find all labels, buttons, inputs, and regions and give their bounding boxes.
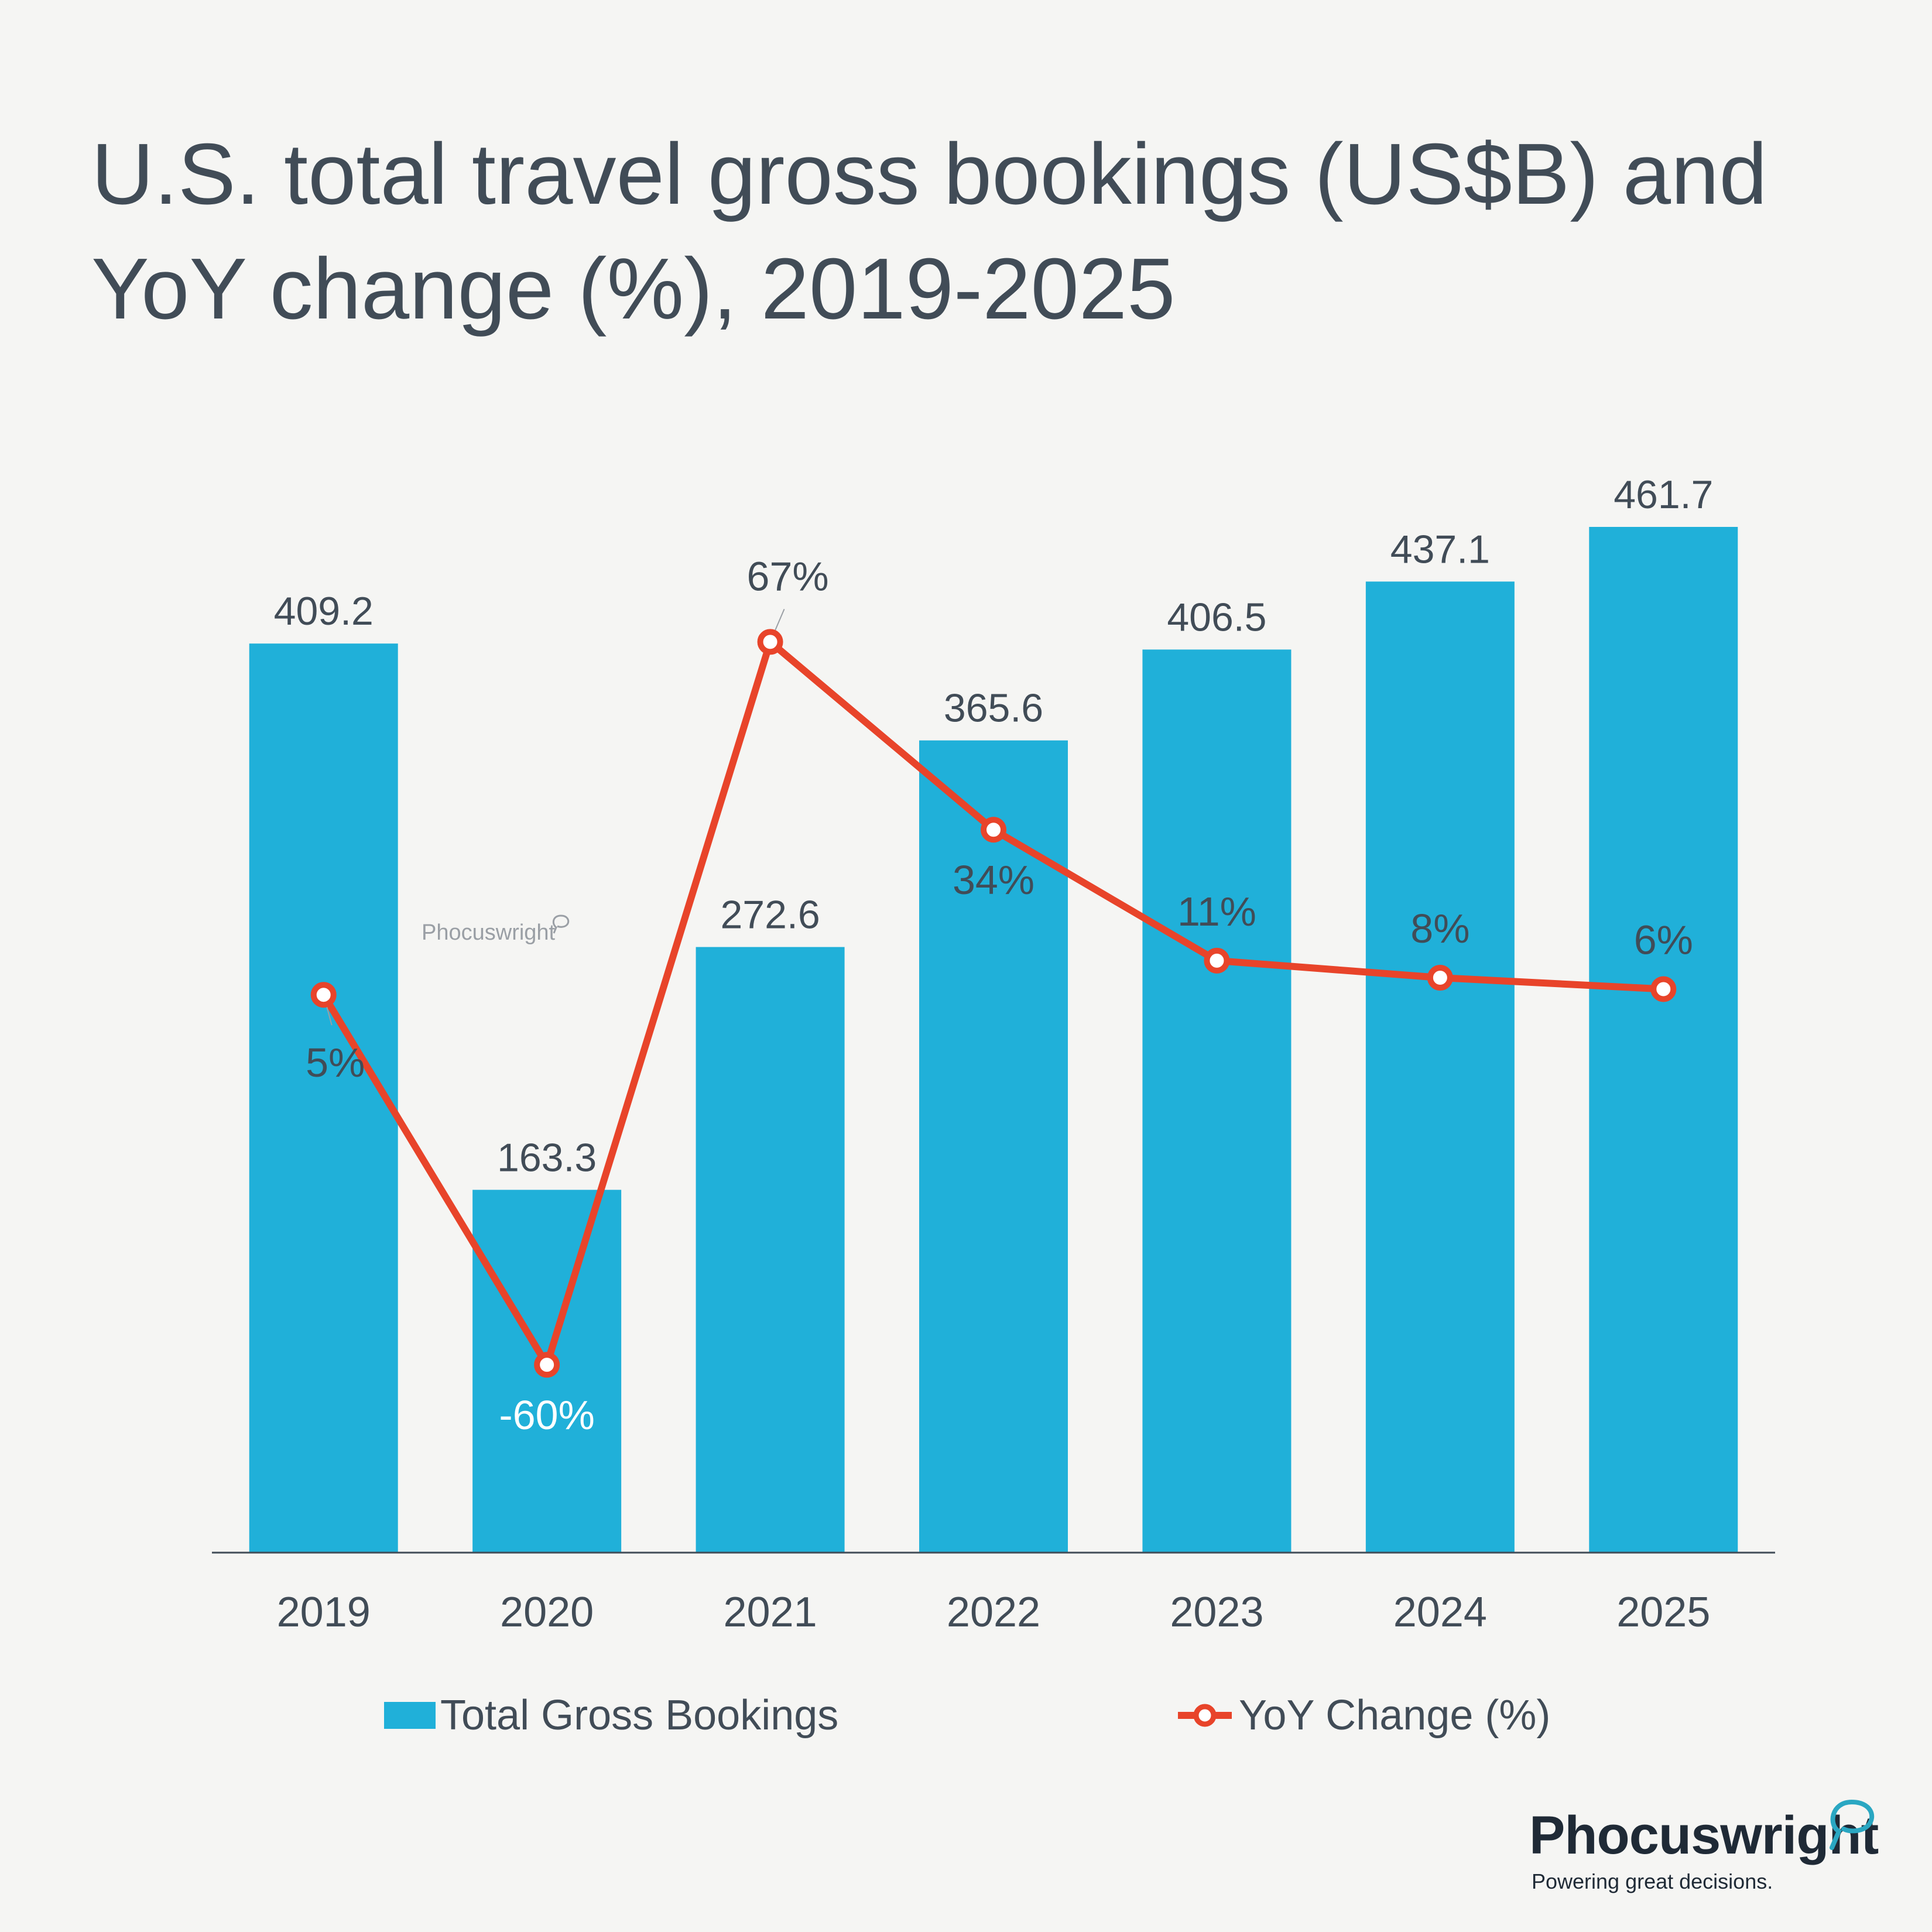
x-tick-label-2023: 2023 [1170,1589,1263,1636]
legend-label-yoy: YoY Change (%) [1239,1692,1551,1739]
bar-2022 [919,740,1068,1553]
x-tick-label-2022: 2022 [947,1589,1040,1636]
yoy-value-label-2023: 11% [1177,889,1256,934]
yoy-point-2024 [1427,965,1453,991]
legend-bar-swatch [384,1702,436,1729]
legend-item-bookings: Total Gross Bookings [384,1692,838,1739]
yoy-point-2020 [534,1352,560,1378]
bar-2023 [1142,649,1292,1553]
bar-2021 [696,947,845,1553]
bar-value-label-2022: 365.6 [944,686,1043,731]
brand-speech-bubble-icon [1830,1799,1875,1850]
x-tick-label-2020: 2020 [500,1589,594,1636]
bar-labels-layer: 409.2 163.3 272.6 365.6 406.5 437.1 461.7 [274,472,1714,1180]
yoy-point-2023 [1204,947,1230,974]
yoy-value-label-2020: -60% [499,1392,594,1438]
bar-value-label-2020: 163.3 [497,1135,597,1180]
bar-value-label-2021: 272.6 [720,893,820,937]
bar-2019 [249,643,398,1553]
x-tick-label-2019: 2019 [277,1589,371,1636]
yoy-value-label-2025: 6% [1634,917,1693,962]
bar-value-label-2019: 409.2 [274,589,374,633]
legend-item-yoy: YoY Change (%) [1177,1692,1550,1739]
bar-value-label-2025: 461.7 [1614,472,1713,517]
bars-layer [249,527,1738,1553]
bar-2025 [1589,527,1738,1553]
legend-line-swatch [1178,1704,1232,1727]
yoy-point-2025 [1650,976,1677,1002]
line-labels-layer: 5% -60% 67% 34% 11% 8% 6% [306,553,1693,1438]
chart-title: U.S. total travel gross bookings (US$B) … [91,126,1767,337]
line-layer [310,608,1677,1378]
brand-logo: Phocuswright Powering great decisions. [1529,1803,1879,1895]
x-tick-label-2021: 2021 [723,1589,817,1636]
x-tick-label-2024: 2024 [1393,1589,1487,1636]
legend-label-bookings: Total Gross Bookings [440,1692,839,1739]
x-tick-label-2025: 2025 [1616,1589,1710,1636]
yoy-point-2021 [757,629,783,655]
brand-name: Phocuswright [1529,1806,1879,1865]
yoy-point-2019 [310,982,337,1008]
yoy-value-label-2021: 67% [747,553,829,599]
yoy-point-2022 [981,817,1006,843]
bar-2024 [1365,581,1515,1553]
yoy-value-label-2019: 5% [306,1040,365,1085]
yoy-value-label-2022: 34% [953,857,1034,903]
watermark-logo-icon [552,914,570,934]
bar-value-label-2023: 406.5 [1167,595,1266,639]
watermark: Phocuswright [422,920,556,945]
bar-value-label-2024: 437.1 [1390,527,1490,571]
tick-labels-layer: 2019 2020 2021 2022 2023 2024 2025 [277,1589,1711,1636]
brand-tagline: Powering great decisions. [1532,1869,1773,1893]
yoy-value-label-2024: 8% [1410,906,1469,951]
